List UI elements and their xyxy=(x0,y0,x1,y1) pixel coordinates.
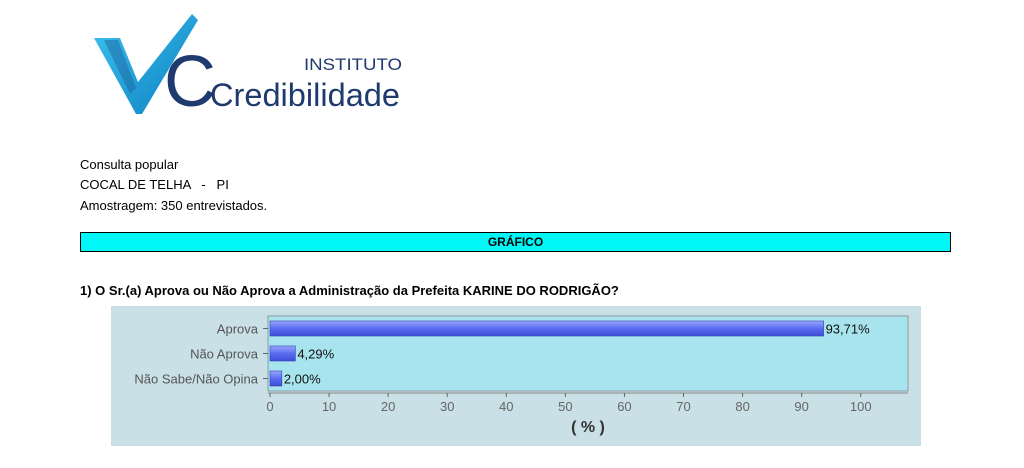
category-label-1: Não Aprova xyxy=(190,347,259,362)
logo-name: Credibilidade xyxy=(210,77,400,113)
logo: C Credibilidade INSTITUTO xyxy=(80,10,410,120)
data-label-2: 2,00% xyxy=(284,372,321,387)
x-tick-label-2: 20 xyxy=(381,399,395,414)
data-label-0: 93,71% xyxy=(826,322,871,337)
x-tick-label-8: 80 xyxy=(735,399,749,414)
bar-0 xyxy=(269,320,824,337)
x-axis-label: ( % ) xyxy=(571,419,605,436)
logo-c: C xyxy=(164,42,216,120)
x-tick-label-4: 40 xyxy=(499,399,513,414)
logo-top-word: INSTITUTO xyxy=(304,55,402,74)
credibilidade-logo-icon: C Credibilidade INSTITUTO xyxy=(94,14,402,120)
x-tick-label-1: 10 xyxy=(322,399,336,414)
bar-2 xyxy=(269,370,283,387)
chart-banner: GRÁFICO xyxy=(80,232,951,252)
survey-title: Consulta popular xyxy=(80,157,179,172)
bar-chart: 93,71% Aprova 4,29% Não Aprova 2,00% Não Sabe… xyxy=(111,306,921,446)
category-label-2: Não Sabe/Não Opina xyxy=(134,372,258,387)
x-tick-label-9: 90 xyxy=(794,399,808,414)
data-label-1: 4,29% xyxy=(297,347,334,362)
x-tick-label-0: 0 xyxy=(266,399,273,414)
question-text: 1) O Sr.(a) Aprova ou Não Aprova a Admin… xyxy=(80,283,619,298)
bar-1 xyxy=(269,345,296,362)
survey-sample: Amostragem: 350 entrevistados. xyxy=(80,198,268,213)
survey-location: COCAL DE TELHA - PI xyxy=(80,177,229,192)
x-tick-label-10: 100 xyxy=(850,399,872,414)
category-label-0: Aprova xyxy=(217,322,259,337)
x-tick-label-7: 70 xyxy=(676,399,690,414)
x-tick-label-5: 50 xyxy=(558,399,572,414)
bar-chart-svg: 93,71% Aprova 4,29% Não Aprova 2,00% Não Sabe… xyxy=(111,306,921,446)
x-tick-label-3: 30 xyxy=(440,399,454,414)
x-tick-label-6: 60 xyxy=(617,399,631,414)
